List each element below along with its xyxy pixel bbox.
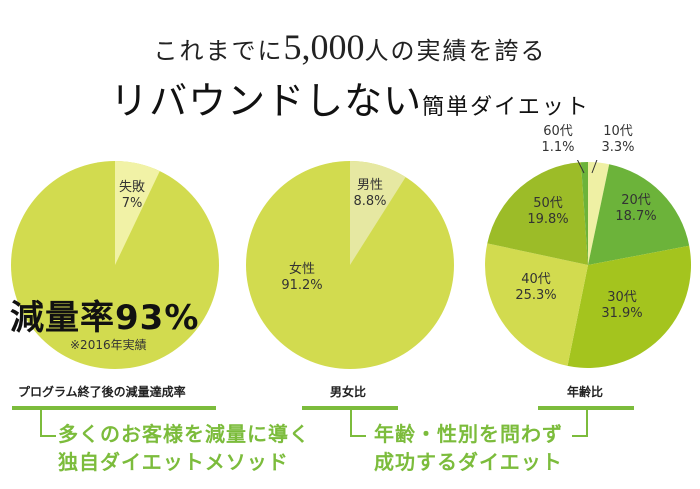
divider-bar-1 (12, 406, 216, 410)
pie-chart-success-rate (11, 160, 219, 369)
pie2-label-female: 女性 91.2% (281, 262, 323, 293)
bracket-mid (350, 410, 366, 437)
headline-main: リバウンドしない (110, 79, 423, 123)
caption-age: 年齢比 (567, 385, 604, 399)
pie1-label-fail: 失敗 7% (118, 180, 145, 211)
bracket-left (40, 410, 56, 437)
pie3-label-40s: 40代 25.3% (515, 272, 557, 303)
slogan-left: 多くのお客様を減量に導く 独自ダイエットメソッド (58, 420, 310, 476)
headline-pre: これまでに (153, 37, 284, 65)
pie-chart-age (485, 160, 691, 368)
slogan-left-line1: 多くのお客様を減量に導く (58, 422, 310, 446)
pie3-label-60s: 60代 1.1% (541, 124, 575, 155)
reduction-note: ※2016年実績 (70, 338, 147, 352)
pie3-label-30s: 30代 31.9% (601, 290, 643, 321)
slogan-right: 年齢・性別を問わず 成功するダイエット (374, 420, 563, 476)
slogan-right-line2: 成功するダイエット (374, 450, 563, 474)
pie3-label-50s: 50代 19.8% (527, 196, 569, 227)
pie2-label-male: 男性 8.8% (353, 178, 387, 209)
headline-post: 人の実績を誇る (364, 37, 547, 65)
slogan-right-line1: 年齢・性別を問わず (374, 422, 563, 446)
headline-number: 5,000 (283, 27, 365, 67)
caption-gender: 男女比 (330, 385, 367, 399)
slogan-left-line2: 独自ダイエットメソッド (58, 450, 289, 474)
caption-success-rate: プログラム終了後の減量達成率 (18, 385, 186, 399)
pie3-label-10s: 10代 3.3% (601, 124, 635, 155)
divider-bar-3 (538, 406, 634, 410)
divider-bar-2 (302, 406, 398, 410)
headline-line2: リバウンドしない簡単ダイエット (0, 70, 700, 125)
headline-line1: これまでに5,000人の実績を誇る (0, 26, 700, 68)
headline-sub: 簡単ダイエット (422, 95, 590, 120)
pie-chart-gender (246, 161, 454, 369)
reduction-rate: 減量率93% (10, 298, 200, 338)
pie3-label-20s: 20代 18.7% (615, 193, 657, 224)
bracket-right (572, 410, 588, 437)
